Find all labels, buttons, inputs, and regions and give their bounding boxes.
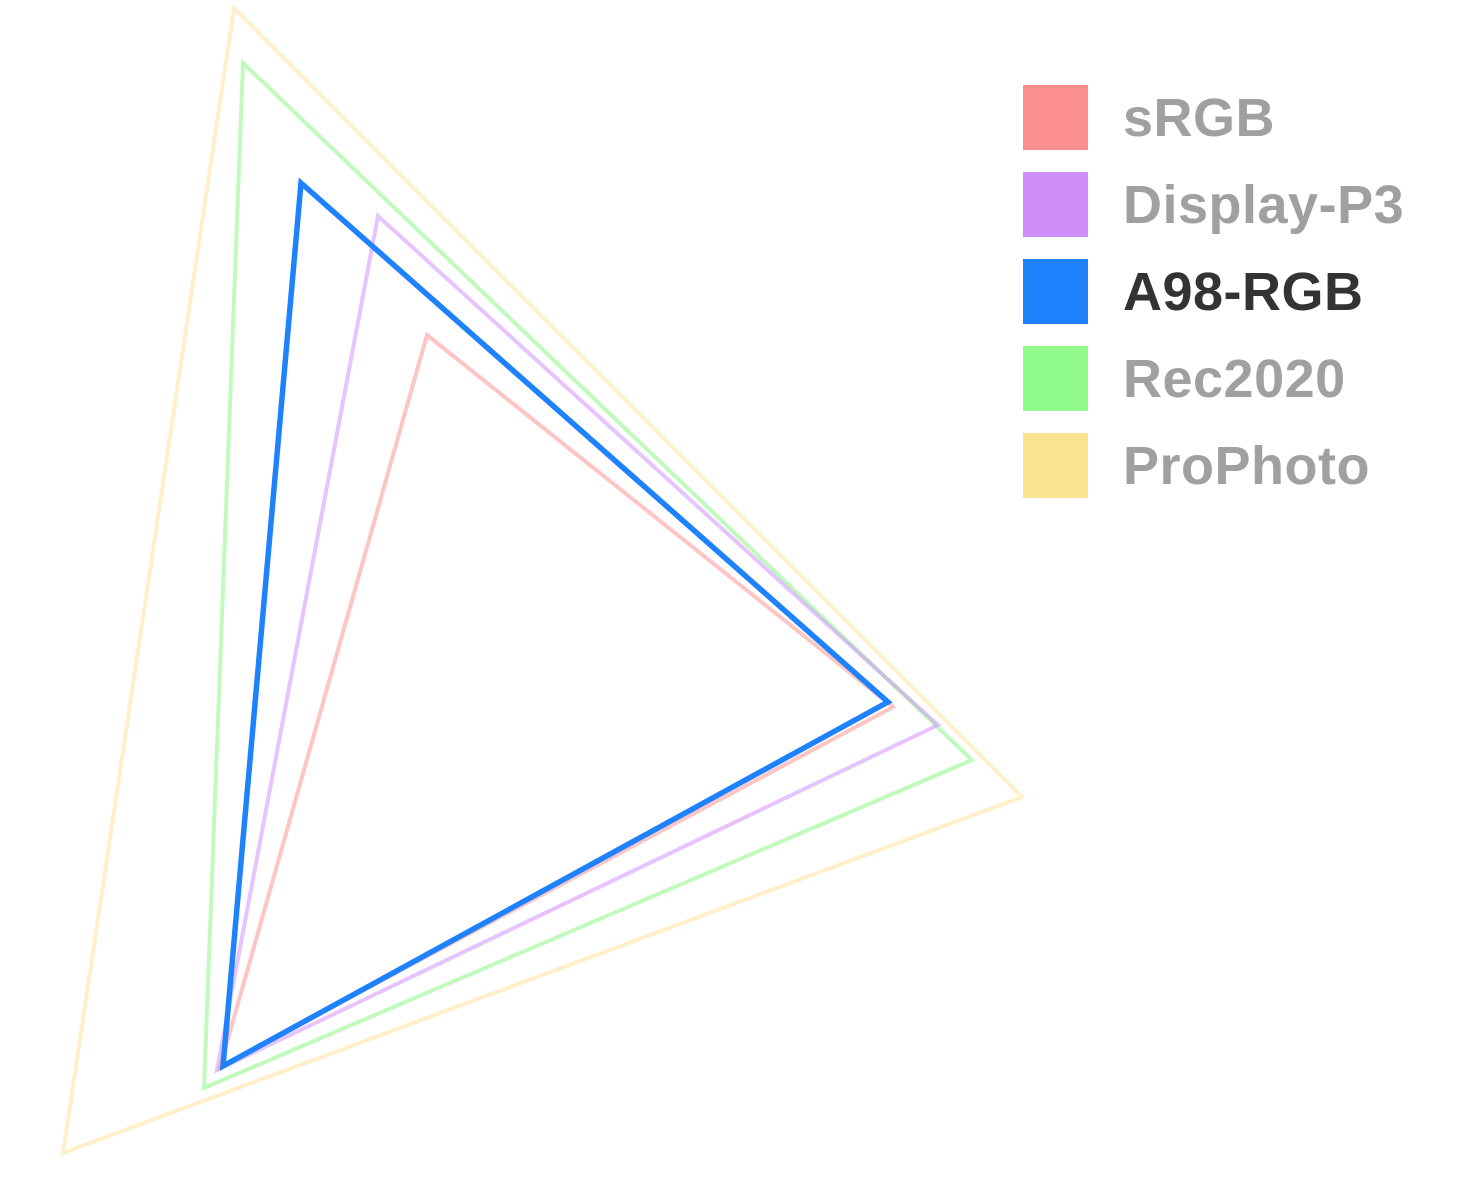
triangle-a98-rgb [219, 177, 893, 1071]
legend-label-a98-rgb: A98-RGB [1123, 261, 1364, 322]
triangle-rec2020 [201, 58, 976, 1092]
display-p3-color-swatch [1023, 172, 1088, 237]
legend: sRGB Display-P3 A98-RGB Rec2020 ProPhoto [1023, 85, 1404, 498]
legend-label-srgb: sRGB [1123, 87, 1276, 148]
srgb-color-swatch [1023, 85, 1088, 150]
legend-item-srgb: sRGB [1023, 85, 1404, 150]
rec2020-color-swatch [1023, 346, 1088, 411]
legend-label-display-p3: Display-P3 [1123, 174, 1405, 235]
a98-rgb-color-swatch [1023, 259, 1088, 324]
legend-item-a98-rgb: A98-RGB [1023, 259, 1404, 324]
legend-item-rec2020: Rec2020 [1023, 346, 1404, 411]
legend-item-display-p3: Display-P3 [1023, 172, 1404, 237]
legend-label-rec2020: Rec2020 [1123, 348, 1346, 409]
prophoto-color-swatch [1023, 433, 1088, 498]
triangle-srgb [216, 331, 897, 1071]
legend-label-prophoto: ProPhoto [1123, 435, 1370, 496]
triangle-display-p3 [214, 212, 942, 1074]
legend-item-prophoto: ProPhoto [1023, 433, 1404, 498]
triangle-prophoto [60, 3, 1026, 1157]
